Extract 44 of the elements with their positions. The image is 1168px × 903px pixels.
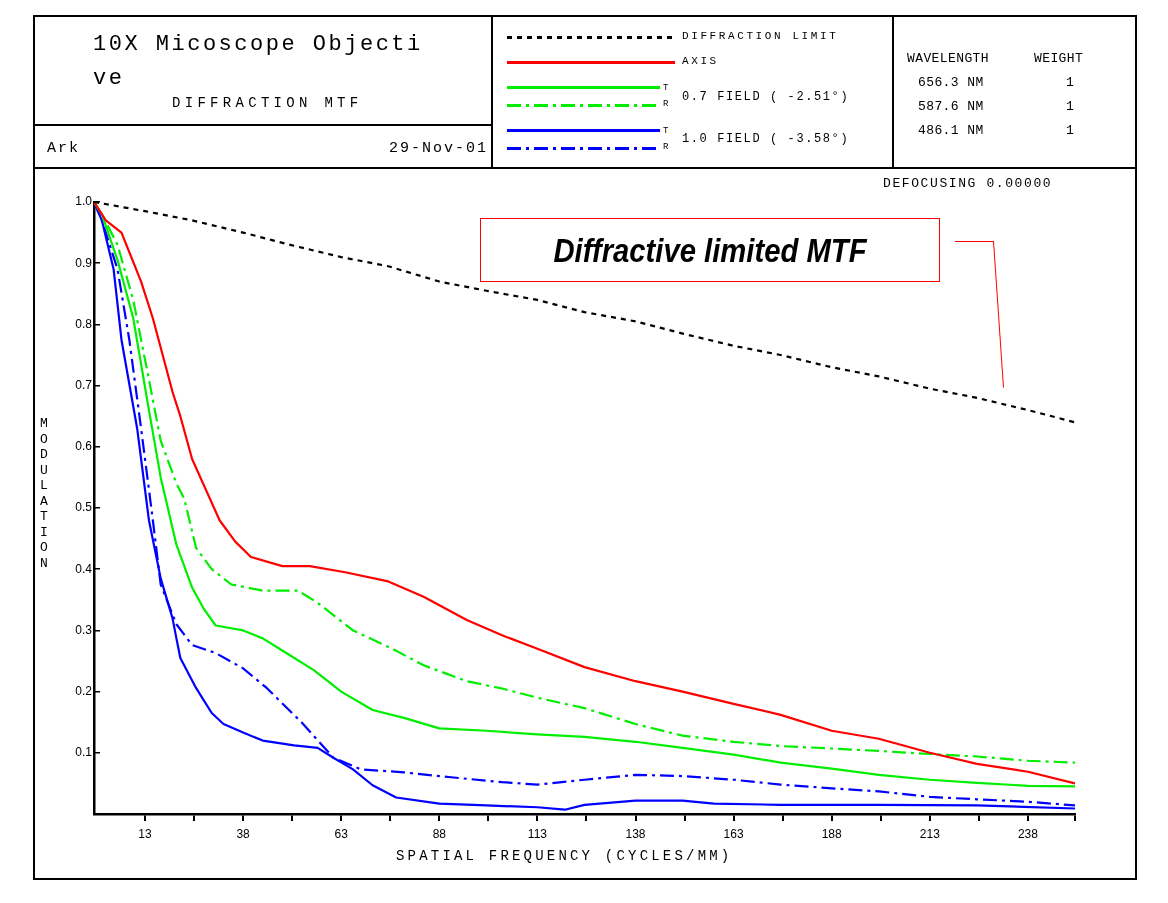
- legend-label: T: [663, 126, 669, 136]
- x-tick-label: 38: [236, 826, 251, 841]
- text: WEIGHT: [1034, 51, 1084, 66]
- text: WAVELENGTH: [907, 51, 990, 66]
- x-tick-label: 138: [625, 826, 646, 841]
- y-tick-label: 1.0: [75, 194, 93, 209]
- chart-title: 10X Micoscope Objective: [93, 31, 423, 93]
- legend-label: R: [663, 99, 669, 109]
- chart-subtitle: DIFFRACTION MTF: [172, 95, 363, 111]
- y-tick-label: 0.2: [75, 683, 93, 698]
- text: 0.7 FIELD ( -2.51°): [682, 90, 850, 104]
- legend-label: DIFFRACTION LIMIT: [682, 30, 839, 42]
- legend-label: AXIS: [682, 55, 719, 67]
- y-tick-label: 0.7: [75, 377, 93, 392]
- x-tick-label: 88: [432, 826, 447, 841]
- x-tick-label: 63: [334, 826, 349, 841]
- y-tick-label: 0.9: [75, 255, 93, 270]
- y-tick-label: 0.8: [75, 316, 93, 331]
- text: 587.6 NM: [918, 99, 984, 114]
- x-tick-label: 188: [821, 826, 843, 841]
- y-tick-label: 0.5: [75, 500, 93, 515]
- text: 1: [1066, 99, 1075, 114]
- y-tick-label: 0.6: [75, 439, 93, 454]
- text: 486.1 NM: [918, 123, 984, 138]
- annotation: Diffractive limited MTF: [553, 230, 867, 270]
- y-tick-label: 0.3: [75, 622, 93, 637]
- x-tick-label: 113: [527, 826, 548, 841]
- y-tick-label: 0.4: [75, 561, 93, 576]
- text: 1: [1066, 123, 1075, 138]
- text: 29-Nov-01: [388, 140, 488, 157]
- text: Ark: [47, 140, 81, 157]
- x-tick-label: 213: [919, 826, 941, 841]
- text: 656.3 NM: [918, 75, 984, 90]
- text: 1: [1066, 75, 1075, 90]
- text: 1.0 FIELD ( -3.58°): [682, 132, 850, 146]
- y-tick-label: 0.1: [75, 745, 93, 760]
- x-tick-label: 13: [138, 826, 153, 841]
- x-axis-title: SPATIAL FREQUENCY (CYCLES/MM): [396, 848, 733, 864]
- text: MODULATION: [40, 416, 48, 571]
- x-tick-label: 238: [1017, 826, 1039, 841]
- legend-label: T: [663, 83, 669, 93]
- legend-label: R: [663, 142, 669, 152]
- x-tick-label: 163: [723, 826, 744, 841]
- text: DEFOCUSING 0.00000: [883, 176, 1053, 191]
